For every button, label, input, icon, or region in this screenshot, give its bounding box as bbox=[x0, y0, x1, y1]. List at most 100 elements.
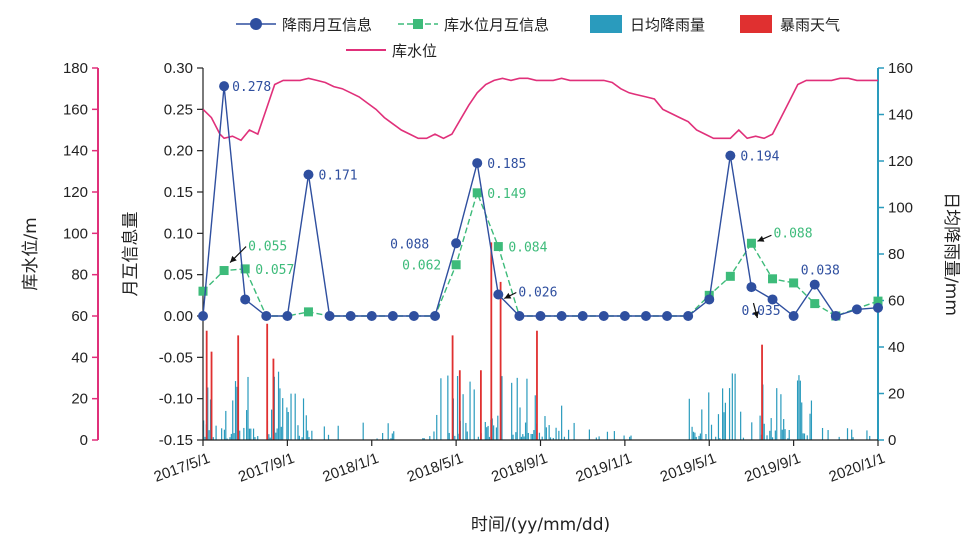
daily-rainfall-bar bbox=[595, 437, 597, 440]
data-label: 0.026 bbox=[518, 286, 557, 301]
x-tick-label: 2019/5/1 bbox=[658, 450, 719, 486]
daily-rainfall-bar bbox=[771, 437, 774, 440]
daily-rainfall-bar bbox=[692, 431, 695, 440]
water-level-tick-label: 180 bbox=[63, 60, 88, 77]
daily-rainfall-bar bbox=[519, 407, 521, 440]
daily-rainfall-bar bbox=[563, 436, 566, 440]
reservoir-mi-point bbox=[303, 307, 313, 317]
daily-rainfall-bar bbox=[497, 415, 499, 440]
daily-rainfall-bar bbox=[531, 433, 534, 440]
rainfall-mi-point bbox=[451, 238, 462, 249]
daily-rainfall-bar bbox=[613, 431, 615, 440]
daily-rainfall-bar bbox=[225, 410, 227, 440]
rainfall-tick-label: 80 bbox=[888, 246, 905, 263]
rainfall-tick-label: 100 bbox=[888, 200, 913, 217]
daily-rainfall-bar bbox=[276, 428, 278, 440]
daily-rainfall-bar bbox=[821, 427, 824, 440]
daily-rainfall-bar bbox=[462, 394, 464, 440]
daily-rainfall-bar bbox=[390, 438, 392, 440]
daily-rainfall-bar bbox=[552, 437, 554, 440]
rainfall-mi-point bbox=[408, 311, 419, 321]
rainfall-mi-point bbox=[387, 311, 398, 321]
daily-rainfall-bar bbox=[208, 430, 210, 440]
legend-label-reservoir-mi: 库水位月互信息 bbox=[444, 16, 549, 34]
daily-rainfall-bar bbox=[391, 433, 393, 440]
water-level-tick-label: 20 bbox=[71, 391, 88, 408]
daily-rainfall-bar bbox=[239, 430, 241, 440]
mi-tick-label: 0.05 bbox=[164, 267, 193, 284]
water-level-tick-label: 60 bbox=[71, 308, 88, 325]
rainstorm-bar bbox=[458, 370, 461, 440]
daily-rainfall-bar bbox=[801, 402, 803, 440]
daily-rainfall-bar bbox=[783, 419, 785, 440]
data-label: 0.038 bbox=[801, 264, 840, 279]
daily-rainfall-bar bbox=[512, 434, 514, 440]
daily-rainfall-bar bbox=[810, 400, 813, 440]
rainfall-mi-point bbox=[640, 311, 651, 321]
daily-rainfall-bar bbox=[277, 371, 280, 440]
daily-rainfall-bar bbox=[307, 430, 309, 440]
daily-rainfall-bar bbox=[769, 430, 771, 440]
daily-rainfall-bar bbox=[798, 375, 800, 440]
rainfall-axis-title: 日均降雨量/mm bbox=[941, 192, 961, 316]
daily-rainfall-bar bbox=[806, 435, 808, 440]
reservoir-mi-point bbox=[768, 274, 778, 284]
rainfall-mi-point bbox=[282, 311, 293, 321]
daily-rainfall-bar bbox=[781, 429, 783, 440]
rainfall-mi-point bbox=[345, 311, 356, 321]
daily-rainfall-bar bbox=[598, 436, 600, 440]
water-level-tick-label: 140 bbox=[63, 143, 88, 160]
daily-rainfall-bar bbox=[280, 426, 282, 440]
x-tick-label: 2020/1/1 bbox=[827, 450, 888, 486]
daily-rainfall-bar bbox=[298, 435, 300, 440]
daily-rainfall-bar bbox=[495, 427, 498, 440]
legend-label-rainfall: 日均降雨量 bbox=[630, 16, 705, 34]
daily-rainfall-bar bbox=[246, 410, 248, 440]
label-arrow-head bbox=[752, 311, 759, 318]
daily-rainfall-bar bbox=[477, 436, 479, 440]
daily-rainfall-bar bbox=[448, 432, 450, 440]
daily-rainfall-bar bbox=[851, 429, 853, 440]
daily-rainfall-bar bbox=[252, 428, 255, 440]
daily-rainfall-bar bbox=[323, 426, 325, 440]
data-label: 0.149 bbox=[487, 187, 526, 202]
daily-rainfall-bar bbox=[297, 425, 299, 440]
daily-rainfall-bar bbox=[387, 423, 389, 440]
x-tick-label: 2017/9/1 bbox=[236, 450, 297, 486]
daily-rainfall-bar bbox=[215, 425, 217, 440]
rainfall-mi-point bbox=[830, 311, 841, 321]
daily-rainfall-bar bbox=[710, 424, 713, 440]
mi-tick-label: 0.20 bbox=[164, 143, 193, 160]
daily-rainfall-bars bbox=[203, 371, 871, 440]
rainfall-mi-point bbox=[767, 294, 778, 305]
daily-rainfall-bar bbox=[763, 423, 765, 440]
daily-rainfall-bar bbox=[436, 414, 438, 440]
daily-rainfall-bar bbox=[337, 425, 339, 440]
rainfall-tick-label: 40 bbox=[888, 339, 905, 356]
mi-tick-label: 0.15 bbox=[164, 184, 193, 201]
daily-rainfall-bar bbox=[787, 438, 789, 440]
daily-rainfall-bar bbox=[715, 436, 717, 440]
daily-rainfall-bar bbox=[376, 438, 378, 440]
x-tick-label: 2019/9/1 bbox=[742, 450, 803, 486]
rainfall-mi-point bbox=[851, 304, 862, 315]
mi-tick-label: 0.10 bbox=[164, 225, 193, 242]
rainstorm-bar bbox=[210, 351, 213, 440]
data-label: 0.055 bbox=[248, 240, 287, 255]
daily-rainfall-bar bbox=[558, 430, 560, 440]
rainfall-mi-point bbox=[366, 311, 377, 321]
daily-rainfall-bar bbox=[250, 428, 252, 440]
rainstorm-bar bbox=[266, 323, 269, 440]
data-label: 0.035 bbox=[741, 304, 780, 319]
rainfall-mi-point bbox=[240, 294, 251, 305]
rainfall-mi-point bbox=[430, 311, 441, 321]
daily-rainfall-bar bbox=[852, 437, 854, 440]
rainfall-mi-point bbox=[788, 311, 799, 321]
daily-rainfall-bar bbox=[722, 388, 724, 440]
reservoir-mi-point bbox=[810, 299, 820, 309]
daily-rainfall-bar bbox=[422, 438, 424, 440]
daily-rainfall-bar bbox=[520, 436, 522, 440]
rainfall-mi-point bbox=[261, 311, 272, 321]
daily-rainfall-bar bbox=[469, 381, 471, 440]
daily-rainfall-bar bbox=[691, 426, 693, 440]
